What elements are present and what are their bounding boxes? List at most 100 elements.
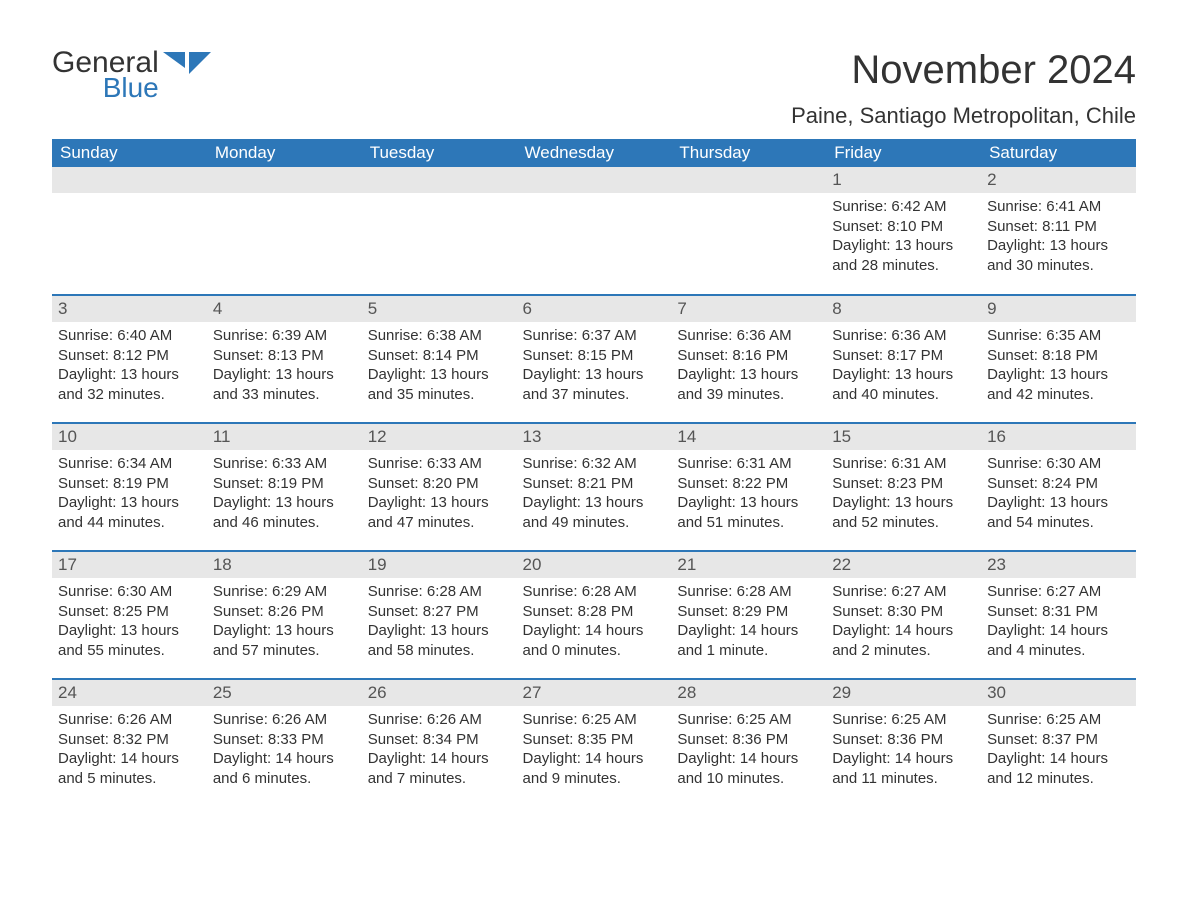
- day-daylight1: Daylight: 13 hours: [368, 493, 511, 513]
- weekday-header: Thursday: [671, 139, 826, 167]
- day-number: 12: [362, 424, 517, 450]
- day-daylight1: Daylight: 13 hours: [832, 365, 975, 385]
- day-sunrise: Sunrise: 6:32 AM: [523, 454, 666, 474]
- day-number: 10: [52, 424, 207, 450]
- calendar-cell: 20Sunrise: 6:28 AMSunset: 8:28 PMDayligh…: [517, 551, 672, 679]
- day-daylight1: Daylight: 14 hours: [832, 621, 975, 641]
- day-sunset: Sunset: 8:36 PM: [832, 730, 975, 750]
- day-sunrise: Sunrise: 6:25 AM: [987, 710, 1130, 730]
- day-sunrise: Sunrise: 6:40 AM: [58, 326, 201, 346]
- calendar-cell: 1Sunrise: 6:42 AMSunset: 8:10 PMDaylight…: [826, 167, 981, 295]
- day-sunrise: Sunrise: 6:28 AM: [368, 582, 511, 602]
- day-number: 28: [671, 680, 826, 706]
- calendar-cell: 12Sunrise: 6:33 AMSunset: 8:20 PMDayligh…: [362, 423, 517, 551]
- day-sunrise: Sunrise: 6:26 AM: [58, 710, 201, 730]
- day-number: 16: [981, 424, 1136, 450]
- day-sunrise: Sunrise: 6:36 AM: [677, 326, 820, 346]
- day-daylight2: and 37 minutes.: [523, 385, 666, 405]
- calendar-cell: 26Sunrise: 6:26 AMSunset: 8:34 PMDayligh…: [362, 679, 517, 807]
- day-daylight1: Daylight: 14 hours: [523, 621, 666, 641]
- calendar-cell: 22Sunrise: 6:27 AMSunset: 8:30 PMDayligh…: [826, 551, 981, 679]
- calendar-cell: 17Sunrise: 6:30 AMSunset: 8:25 PMDayligh…: [52, 551, 207, 679]
- day-sunrise: Sunrise: 6:35 AM: [987, 326, 1130, 346]
- weekday-header: Sunday: [52, 139, 207, 167]
- calendar-cell: 9Sunrise: 6:35 AMSunset: 8:18 PMDaylight…: [981, 295, 1136, 423]
- day-sunset: Sunset: 8:19 PM: [213, 474, 356, 494]
- day-sunset: Sunset: 8:10 PM: [832, 217, 975, 237]
- day-sunset: Sunset: 8:29 PM: [677, 602, 820, 622]
- day-daylight2: and 49 minutes.: [523, 513, 666, 533]
- day-sunrise: Sunrise: 6:30 AM: [58, 582, 201, 602]
- day-sunrise: Sunrise: 6:36 AM: [832, 326, 975, 346]
- empty-day-bar: [517, 167, 672, 193]
- day-daylight2: and 10 minutes.: [677, 769, 820, 789]
- day-sunrise: Sunrise: 6:26 AM: [213, 710, 356, 730]
- location-subtitle: Paine, Santiago Metropolitan, Chile: [791, 103, 1136, 129]
- weekday-header: Saturday: [981, 139, 1136, 167]
- logo-line2: Blue: [52, 74, 159, 102]
- empty-day-bar: [52, 167, 207, 193]
- day-sunset: Sunset: 8:21 PM: [523, 474, 666, 494]
- day-daylight1: Daylight: 13 hours: [987, 365, 1130, 385]
- day-daylight1: Daylight: 14 hours: [987, 621, 1130, 641]
- day-sunset: Sunset: 8:24 PM: [987, 474, 1130, 494]
- day-daylight2: and 44 minutes.: [58, 513, 201, 533]
- calendar-cell: 14Sunrise: 6:31 AMSunset: 8:22 PMDayligh…: [671, 423, 826, 551]
- day-daylight2: and 39 minutes.: [677, 385, 820, 405]
- weekday-header: Wednesday: [517, 139, 672, 167]
- day-sunrise: Sunrise: 6:31 AM: [832, 454, 975, 474]
- day-daylight1: Daylight: 14 hours: [523, 749, 666, 769]
- day-sunrise: Sunrise: 6:41 AM: [987, 197, 1130, 217]
- day-number: 11: [207, 424, 362, 450]
- calendar-cell: 24Sunrise: 6:26 AMSunset: 8:32 PMDayligh…: [52, 679, 207, 807]
- day-sunset: Sunset: 8:34 PM: [368, 730, 511, 750]
- day-daylight2: and 11 minutes.: [832, 769, 975, 789]
- day-daylight2: and 9 minutes.: [523, 769, 666, 789]
- day-daylight1: Daylight: 14 hours: [677, 621, 820, 641]
- day-daylight2: and 58 minutes.: [368, 641, 511, 661]
- day-daylight1: Daylight: 13 hours: [213, 365, 356, 385]
- day-number: 23: [981, 552, 1136, 578]
- day-sunset: Sunset: 8:37 PM: [987, 730, 1130, 750]
- day-sunset: Sunset: 8:19 PM: [58, 474, 201, 494]
- day-sunrise: Sunrise: 6:42 AM: [832, 197, 975, 217]
- day-daylight2: and 5 minutes.: [58, 769, 201, 789]
- day-sunrise: Sunrise: 6:25 AM: [523, 710, 666, 730]
- day-sunset: Sunset: 8:28 PM: [523, 602, 666, 622]
- day-sunrise: Sunrise: 6:31 AM: [677, 454, 820, 474]
- day-number: 9: [981, 296, 1136, 322]
- day-number: 8: [826, 296, 981, 322]
- day-sunset: Sunset: 8:31 PM: [987, 602, 1130, 622]
- weekday-header: Tuesday: [362, 139, 517, 167]
- day-daylight1: Daylight: 13 hours: [523, 493, 666, 513]
- calendar-cell: 5Sunrise: 6:38 AMSunset: 8:14 PMDaylight…: [362, 295, 517, 423]
- calendar-week-row: 3Sunrise: 6:40 AMSunset: 8:12 PMDaylight…: [52, 295, 1136, 423]
- day-daylight1: Daylight: 13 hours: [832, 493, 975, 513]
- calendar-cell: 15Sunrise: 6:31 AMSunset: 8:23 PMDayligh…: [826, 423, 981, 551]
- day-daylight2: and 7 minutes.: [368, 769, 511, 789]
- calendar-cell: [671, 167, 826, 295]
- logo-text: General Blue: [52, 48, 159, 102]
- day-number: 21: [671, 552, 826, 578]
- day-daylight2: and 28 minutes.: [832, 256, 975, 276]
- day-number: 17: [52, 552, 207, 578]
- day-sunrise: Sunrise: 6:33 AM: [368, 454, 511, 474]
- day-sunrise: Sunrise: 6:25 AM: [832, 710, 975, 730]
- calendar-cell: 25Sunrise: 6:26 AMSunset: 8:33 PMDayligh…: [207, 679, 362, 807]
- day-number: 25: [207, 680, 362, 706]
- day-sunrise: Sunrise: 6:29 AM: [213, 582, 356, 602]
- calendar-cell: 8Sunrise: 6:36 AMSunset: 8:17 PMDaylight…: [826, 295, 981, 423]
- day-daylight2: and 0 minutes.: [523, 641, 666, 661]
- day-daylight2: and 52 minutes.: [832, 513, 975, 533]
- day-number: 26: [362, 680, 517, 706]
- calendar-cell: 10Sunrise: 6:34 AMSunset: 8:19 PMDayligh…: [52, 423, 207, 551]
- calendar-cell: 3Sunrise: 6:40 AMSunset: 8:12 PMDaylight…: [52, 295, 207, 423]
- day-daylight2: and 32 minutes.: [58, 385, 201, 405]
- day-sunset: Sunset: 8:33 PM: [213, 730, 356, 750]
- day-daylight1: Daylight: 13 hours: [523, 365, 666, 385]
- day-number: 2: [981, 167, 1136, 193]
- day-sunset: Sunset: 8:12 PM: [58, 346, 201, 366]
- day-number: 6: [517, 296, 672, 322]
- day-sunrise: Sunrise: 6:39 AM: [213, 326, 356, 346]
- calendar-header: SundayMondayTuesdayWednesdayThursdayFrid…: [52, 139, 1136, 167]
